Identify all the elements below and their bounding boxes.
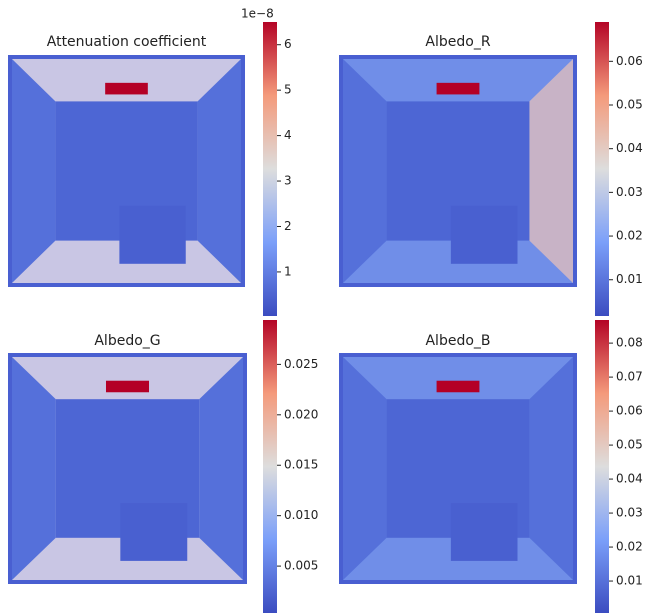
- colorbar: [595, 22, 609, 316]
- left-wall: [343, 59, 387, 283]
- colorbar-tick-label: 0.02: [616, 540, 643, 554]
- colorbar-tick-label: 6: [284, 37, 292, 51]
- colorbar-offset: 1e−8: [241, 7, 274, 21]
- colorbar-tick-label: 0.025: [284, 357, 318, 371]
- heatmap-image: [8, 353, 247, 584]
- colorbar-tick-label: 0.06: [616, 404, 643, 418]
- colorbar-tick-label: 0.03: [616, 185, 643, 199]
- lamp: [436, 82, 480, 95]
- colorbar-tick-label: 0.01: [616, 574, 643, 588]
- colorbar: [263, 320, 277, 613]
- colorbar-tick-label: 0.07: [616, 370, 643, 384]
- box: [450, 205, 518, 264]
- colorbar-tick-label: 5: [284, 83, 292, 97]
- heatmap-image: [339, 55, 577, 287]
- colorbar: [595, 320, 609, 613]
- colorbar-tick-label: 0.06: [616, 54, 643, 68]
- right-wall: [529, 59, 573, 283]
- heatmap-image: [8, 55, 245, 287]
- colorbar-tick-label: 4: [284, 128, 292, 142]
- colorbar-tick-label: 0.01: [616, 272, 643, 286]
- left-wall: [12, 357, 56, 580]
- panel-title: Albedo_R: [425, 34, 490, 50]
- colorbar-tick-label: 2: [284, 219, 292, 233]
- panel-title: Albedo_B: [425, 333, 490, 349]
- colorbar-tick-label: 0.04: [616, 141, 643, 155]
- colorbar-tick-label: 1: [284, 264, 292, 278]
- right-wall: [529, 357, 573, 580]
- box: [119, 205, 186, 264]
- right-wall: [199, 357, 243, 580]
- panel-title: Attenuation coefficient: [47, 34, 207, 50]
- lamp: [105, 380, 150, 393]
- lamp: [105, 82, 148, 95]
- right-wall: [197, 59, 241, 283]
- colorbar-tick-label: 0.03: [616, 506, 643, 520]
- colorbar-tick-label: 0.08: [616, 336, 643, 350]
- panel-title: Albedo_G: [94, 333, 160, 349]
- box: [120, 503, 188, 561]
- colorbar-tick-label: 0.015: [284, 458, 318, 472]
- heatmap-image: [339, 353, 577, 584]
- lamp: [436, 380, 480, 393]
- left-wall: [343, 357, 387, 580]
- colorbar-tick-label: 3: [284, 174, 292, 188]
- box: [450, 503, 518, 561]
- colorbar: [263, 22, 277, 316]
- colorbar-tick-label: 0.04: [616, 472, 643, 486]
- colorbar-tick-label: 0.005: [284, 559, 318, 573]
- left-wall: [12, 59, 56, 283]
- colorbar-tick-label: 0.05: [616, 438, 643, 452]
- colorbar-tick-label: 0.05: [616, 98, 643, 112]
- colorbar-tick-label: 0.010: [284, 508, 318, 522]
- colorbar-tick-label: 0.02: [616, 229, 643, 243]
- colorbar-tick-label: 0.020: [284, 407, 318, 421]
